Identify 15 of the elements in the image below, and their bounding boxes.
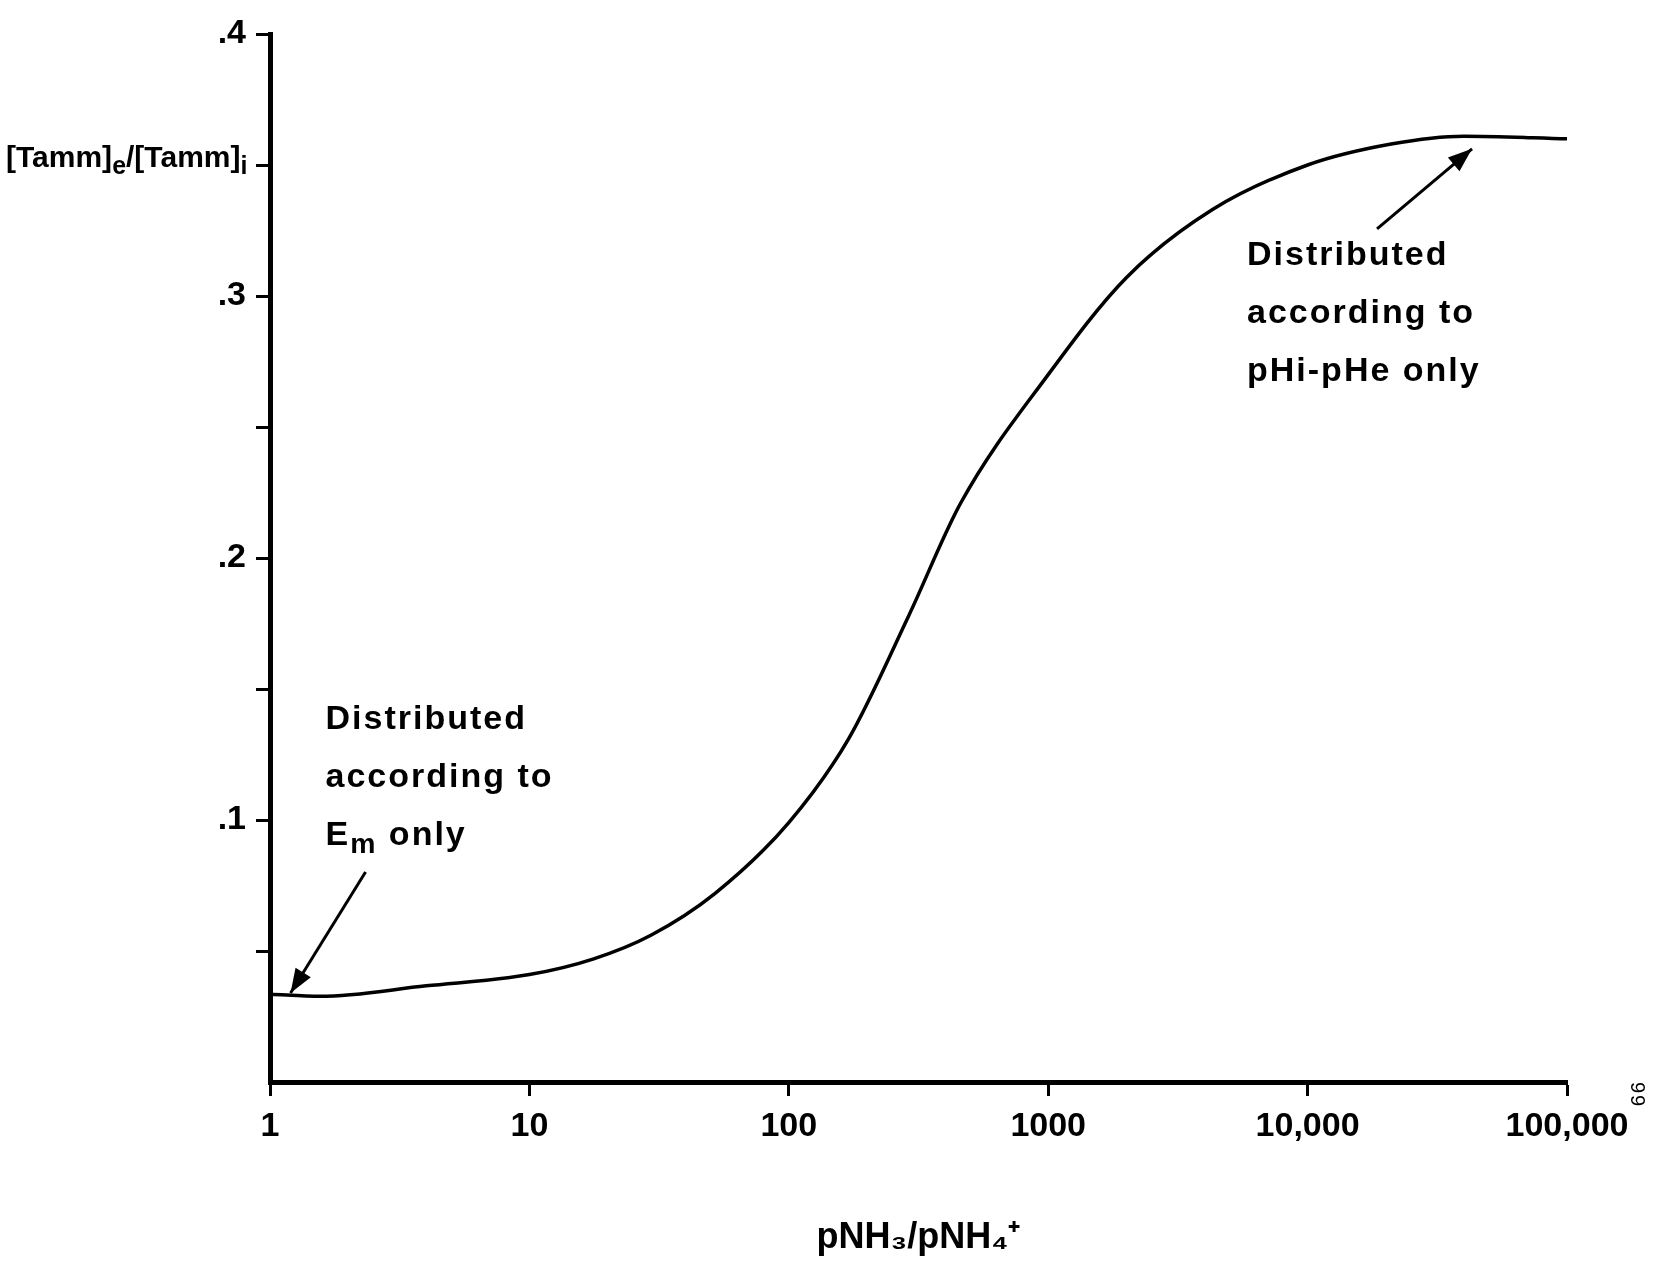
x-tick-label: 10,000 [1255,1104,1360,1143]
x-tick-label: 100,000 [1505,1104,1629,1143]
annotation: Distributed according to E$_{m}$ only [325,696,555,861]
x-axis-title: pNH₃/pNH₄⁺ [816,1215,1021,1257]
x-tick-label: 10 [510,1104,549,1143]
y-axis-title: [Tamm]$_{e}$/[Tamm]$_{i}$ [6,140,248,180]
annotation: Distributed according to pHi-pHe only [1247,232,1482,390]
y-tick-label: .3 [217,274,246,313]
x-tick-label: 100 [760,1104,818,1143]
text: 99 [1627,1081,1650,1109]
x-tick-label: 1 [260,1104,280,1143]
y-tick-label: .1 [217,798,246,837]
x-tick-label: 1000 [1010,1104,1087,1143]
y-tick-label: .2 [217,536,246,575]
y-tick-label: .4 [217,12,247,51]
